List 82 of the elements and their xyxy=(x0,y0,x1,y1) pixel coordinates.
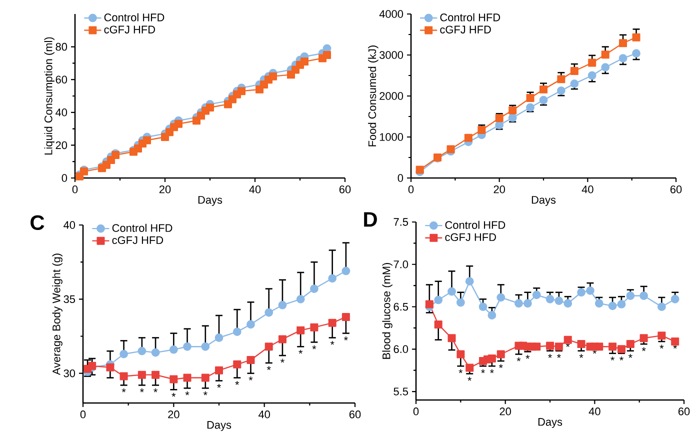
y-tick-label: 6.0 xyxy=(394,345,408,354)
annotation: * xyxy=(642,347,646,352)
y-tick-label: 1000 xyxy=(380,133,404,141)
annotation: * xyxy=(526,354,530,359)
legend-label: Control HFD xyxy=(440,13,500,22)
x-axis-title: Days xyxy=(207,421,232,431)
annotation: * xyxy=(481,369,485,374)
annotation: * xyxy=(330,340,334,345)
annotation: * xyxy=(203,391,208,396)
legend-label: cGFJ HFD xyxy=(445,233,496,242)
annotation: * xyxy=(248,376,253,380)
annotation: * xyxy=(140,388,144,392)
x-axis-title: Days xyxy=(538,418,562,428)
x-tick-label: 0 xyxy=(80,410,86,418)
annotation: * xyxy=(660,344,664,349)
x-tick-label: 40 xyxy=(249,186,261,194)
y-tick-label: 30 xyxy=(64,369,76,378)
y-tick-label: 20 xyxy=(56,141,68,150)
x-tick-label: 40 xyxy=(258,410,270,418)
annotation: * xyxy=(185,391,190,396)
y-tick-label: 0 xyxy=(62,174,68,182)
annotation: * xyxy=(280,358,284,363)
x-tick-label: 40 xyxy=(588,408,600,416)
annotation: * xyxy=(556,354,561,358)
y-tick-label: 40 xyxy=(56,108,68,116)
annotation: * xyxy=(312,345,316,350)
x-tick-label: 60 xyxy=(678,408,690,416)
annotation: * xyxy=(458,369,463,374)
y-tick-label: 7.5 xyxy=(394,218,408,226)
chart-title: C xyxy=(30,215,44,230)
annotation: * xyxy=(548,354,552,358)
annotation: * xyxy=(516,357,521,362)
y-tick-label: 40 xyxy=(64,221,76,229)
y-tick-label: 2000 xyxy=(380,92,404,100)
legend-label: cGFJ HFD xyxy=(440,26,491,34)
legend-label: Control HFD xyxy=(112,224,172,232)
legend-label: cGFJ HFD xyxy=(104,26,156,34)
y-axis-title: Liquid Consumption (ml) xyxy=(44,37,54,154)
annotation: * xyxy=(468,376,472,381)
chart-title: D xyxy=(364,212,377,227)
annotation: * xyxy=(579,354,584,358)
x-tick-label: 40 xyxy=(582,186,594,194)
annotation: * xyxy=(344,336,348,340)
annotation: * xyxy=(122,388,126,392)
annotation: * xyxy=(154,388,158,392)
y-axis-title: Blood glucose (mM) xyxy=(382,262,392,359)
y-tick-label: 80 xyxy=(56,42,68,51)
x-tick-label: 0 xyxy=(413,408,419,416)
annotation: * xyxy=(610,356,614,360)
y-axis-title: Food Consumed (kJ) xyxy=(368,46,378,146)
annotation: * xyxy=(566,343,570,347)
y-axis-title: Average Body Weight (g) xyxy=(52,254,62,375)
x-tick-label: 20 xyxy=(500,408,511,416)
y-tick-label: 3000 xyxy=(380,51,404,59)
annotation: * xyxy=(298,350,303,354)
y-tick-label: 4000 xyxy=(379,10,404,18)
annotation: * xyxy=(490,369,494,374)
x-tick-label: 20 xyxy=(159,186,171,194)
x-axis-title: Days xyxy=(198,196,222,206)
x-tick-label: 60 xyxy=(339,186,351,194)
legend-label: Control HFD xyxy=(104,13,164,22)
y-tick-label: 5.5 xyxy=(394,388,408,396)
x-tick-label: 0 xyxy=(408,186,414,194)
annotation: * xyxy=(172,392,176,397)
legend-label: Control HFD xyxy=(445,220,506,229)
annotation: * xyxy=(266,366,271,370)
x-tick-label: 60 xyxy=(349,410,361,418)
y-tick-label: 0 xyxy=(398,174,404,182)
x-axis-title: Days xyxy=(532,196,556,206)
annotation: * xyxy=(235,380,240,385)
annotation: * xyxy=(628,354,632,358)
y-tick-label: 35 xyxy=(64,295,76,304)
y-tick-label: 60 xyxy=(56,76,68,84)
annotation: * xyxy=(498,364,503,368)
y-tick-label: 6.5 xyxy=(394,302,408,311)
x-tick-label: 20 xyxy=(494,186,505,194)
annotation: * xyxy=(620,356,624,360)
y-tick-label: 7.0 xyxy=(394,260,408,268)
x-tick-label: 60 xyxy=(670,186,682,194)
legend-label: cGFJ HFD xyxy=(112,236,164,244)
annotation: * xyxy=(217,384,221,388)
x-tick-label: 20 xyxy=(168,410,180,418)
